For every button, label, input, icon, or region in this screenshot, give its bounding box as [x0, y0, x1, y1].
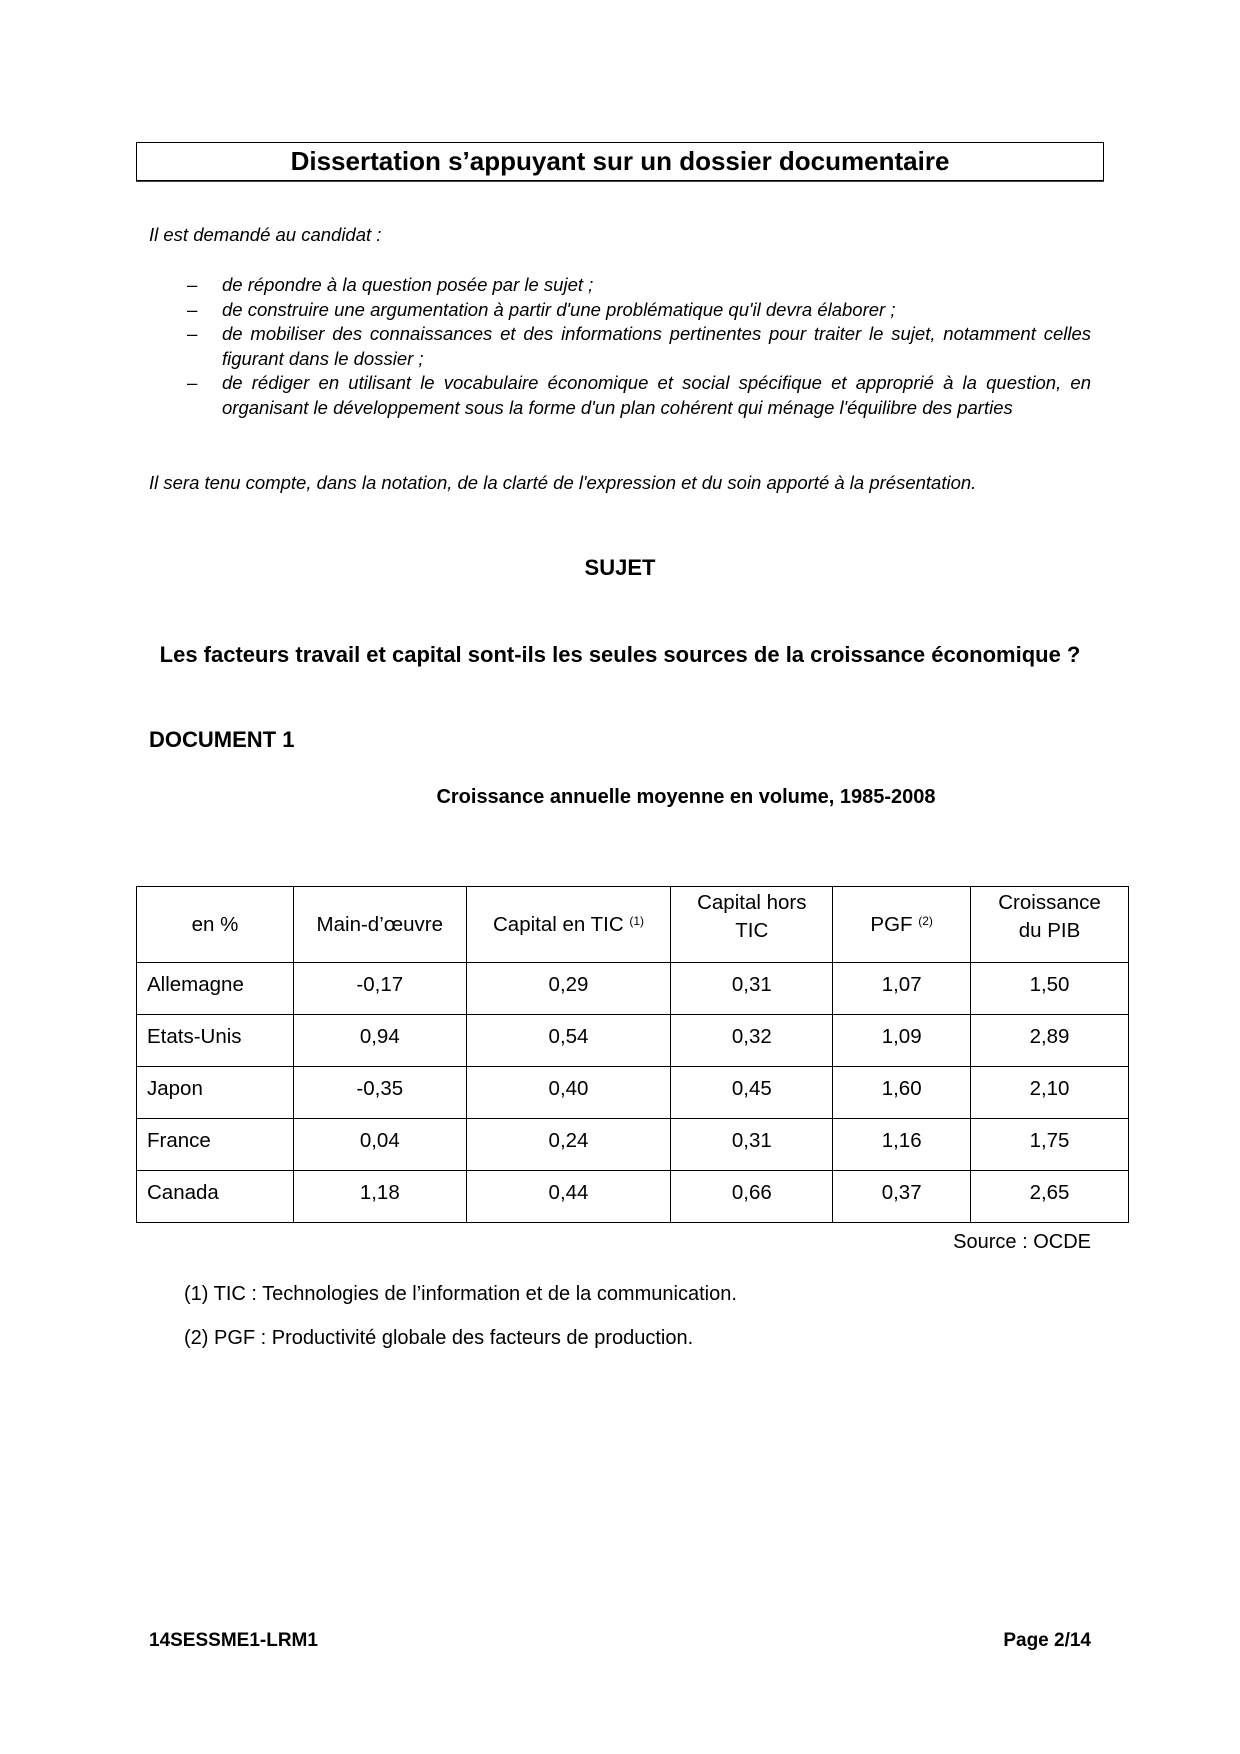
bullet-dash: – [187, 274, 198, 295]
column-header: Capital en TIC (1) [465, 886, 672, 963]
footnote-ref: (2) [918, 913, 933, 928]
column-header: Main-d’œuvre [292, 886, 467, 963]
table-caption: Croissance annuelle moyenne en volume, 1… [436, 786, 936, 808]
list-item: – de répondre à la question posée par le … [187, 273, 1091, 298]
footnote-ref: (1) [629, 913, 645, 928]
subject-question: Les facteurs travail et capital sont-ils… [159, 642, 1081, 667]
bullet-dash: – [187, 298, 198, 320]
table-row: Allemagne -0,17 0,29 0,31 1,07 1,50 [136, 962, 1129, 1015]
table-row: Etats-Unis 0,94 0,54 0,32 1,09 2,89 [136, 1014, 1129, 1067]
column-header: Croissance du PIB [970, 886, 1129, 963]
instructions-closing: Il sera tenu compte, dans la notation, d… [149, 472, 977, 493]
bullet-dash: – [187, 323, 198, 344]
page-title: Dissertation s’appuyant sur un dossier d… [136, 142, 1104, 181]
footnote: (1) TIC : Technologies de l’information … [184, 1283, 737, 1305]
list-item: – de mobiliser des connaissances et des i… [187, 323, 1091, 369]
instructions-intro: Il est demandé au candidat : [149, 224, 382, 245]
column-header: Capital hors TIC [670, 886, 834, 963]
footer-page-number: Page 2/14 [1003, 1630, 1091, 1651]
table-header-row: en % Main-d’œuvre Capital en TIC (1) Cap… [136, 886, 1129, 963]
table-row: France 0,04 0,24 0,31 1,16 1,75 [136, 1118, 1129, 1171]
column-header: en % [136, 886, 294, 963]
document-label: DOCUMENT 1 [149, 727, 295, 752]
table-row: Japon -0,35 0,40 0,45 1,60 2,10 [136, 1066, 1129, 1119]
data-table: en % Main-d’œuvre Capital en TIC (1) Cap… [136, 886, 1129, 1223]
table-source: Source : OCDE [953, 1231, 1091, 1253]
list-item: – de rédiger en utilisant le vocabulaire … [187, 372, 1091, 418]
footnote: (2) PGF : Productivité globale des facte… [184, 1327, 694, 1349]
instructions-list: – de répondre à la question posée par le … [187, 273, 1091, 420]
table-row: Canada 1,18 0,44 0,66 0,37 2,65 [136, 1170, 1129, 1223]
bullet-dash: – [187, 372, 198, 393]
subject-heading: SUJET [584, 555, 656, 580]
column-header: PGF (2) [832, 886, 972, 963]
list-item: – de construire une argumentation à parti… [187, 298, 1091, 323]
footer-code: 14SESSME1-LRM1 [149, 1630, 318, 1651]
